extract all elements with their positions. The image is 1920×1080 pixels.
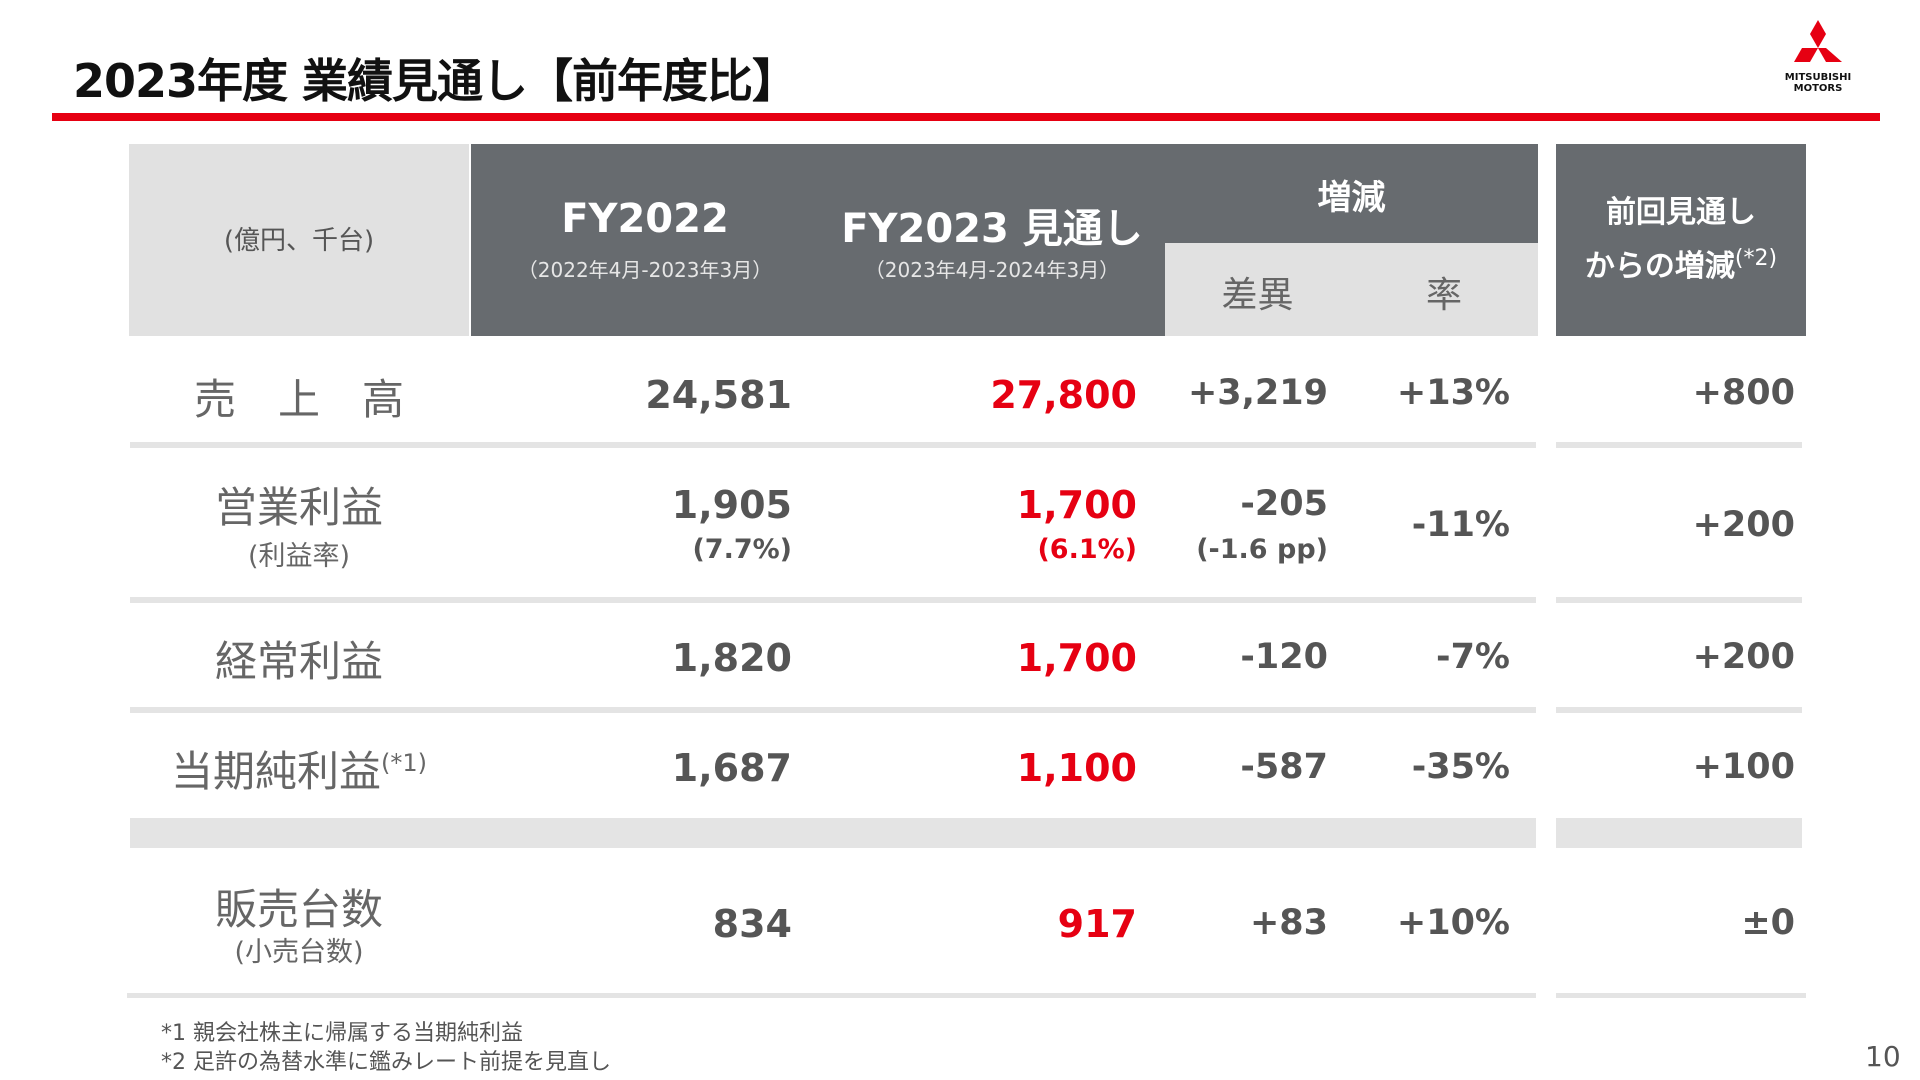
units-rate: +10% <box>1396 903 1510 943</box>
units-diff: +83 <box>1249 903 1328 943</box>
prev-header-line2: からの増減(*2) <box>1556 236 1806 290</box>
net-fy2023: 1,100 <box>1016 746 1137 790</box>
sales-diff: +3,219 <box>1187 373 1328 413</box>
footnote-2: *2 足許の為替水準に鑑みレート前提を見直し <box>161 1050 611 1075</box>
units-fy2023: 917 <box>1057 902 1137 946</box>
row-label-net-income: 当期純利益(*1) <box>129 738 469 799</box>
three-diamonds-logo-icon <box>1794 20 1842 62</box>
prev-header-line1: 前回見通し <box>1606 195 1756 230</box>
row-separator <box>130 707 1536 713</box>
ordinary-prev: +200 <box>1692 637 1795 677</box>
row-separator <box>130 442 1536 448</box>
logo-text-line1: MITSUBISHI <box>1784 72 1852 83</box>
net-rate: -35% <box>1411 747 1510 787</box>
fy2023-period: （2023年4月-2024年3月） <box>864 258 1120 282</box>
fy2022-header: FY2022 <box>561 196 729 242</box>
header-prev-band <box>1556 144 1806 336</box>
op-margin-fy2023: (6.1%) <box>1037 534 1137 565</box>
op-diff: -205 <box>1240 484 1328 524</box>
section-divider-band <box>130 818 1536 848</box>
row-separator <box>1556 597 1802 603</box>
row-separator <box>130 597 1536 603</box>
sales-fy2022: 24,581 <box>645 373 792 417</box>
title-underline <box>52 113 1880 121</box>
op-prev: +200 <box>1692 505 1795 545</box>
prev-header-note: (*2) <box>1734 246 1778 271</box>
row-separator <box>127 993 1536 998</box>
ordinary-fy2022: 1,820 <box>671 636 792 680</box>
units-prev: ±0 <box>1741 903 1795 943</box>
section-divider-band <box>1556 818 1802 848</box>
change-header: 増減 <box>1317 178 1386 218</box>
page-number: 10 <box>1865 1040 1901 1073</box>
op-margin-fy2022: (7.7%) <box>692 534 792 565</box>
logo-text-line2: MOTORS <box>1793 83 1843 94</box>
mitsubishi-logo: MITSUBISHI MOTORS <box>1778 18 1858 98</box>
prev-forecast-header: 前回見通し からの増減(*2) <box>1556 190 1806 290</box>
row-separator <box>1556 993 1806 998</box>
row-label-sales: 売 上 高 <box>193 375 404 424</box>
net-income-note: (*1) <box>381 749 427 777</box>
unit-label: (億円、千台) <box>223 226 375 256</box>
op-fy2022: 1,905 <box>671 483 792 527</box>
ordinary-rate: -7% <box>1436 637 1510 677</box>
op-rate: -11% <box>1411 505 1510 545</box>
rate-subheader: 率 <box>1425 275 1462 316</box>
op-margin-diff: (-1.6 pp) <box>1196 534 1328 565</box>
sales-prev: +800 <box>1692 373 1795 413</box>
row-sublabel-margin: (利益率) <box>247 541 351 572</box>
sales-fy2023: 27,800 <box>990 373 1137 417</box>
net-prev: +100 <box>1692 747 1795 787</box>
diff-subheader: 差異 <box>1221 275 1294 316</box>
row-separator <box>1556 707 1802 713</box>
net-fy2022: 1,687 <box>671 746 792 790</box>
header-unit-cell <box>129 144 469 336</box>
row-sublabel-retail: (小売台数) <box>234 937 364 968</box>
page-title: 2023年度 業績見通し【前年度比】 <box>73 54 798 108</box>
sales-rate: +13% <box>1396 373 1510 413</box>
row-label-sales-units: 販売台数 <box>214 885 383 934</box>
fy2022-period: （2022年4月-2023年3月） <box>517 258 773 282</box>
op-fy2023: 1,700 <box>1016 483 1137 527</box>
net-diff: -587 <box>1240 747 1328 787</box>
row-label-operating-profit: 営業利益 <box>214 483 383 532</box>
row-label-ordinary-profit: 経常利益 <box>214 637 383 686</box>
ordinary-fy2023: 1,700 <box>1016 636 1137 680</box>
units-fy2022: 834 <box>712 902 792 946</box>
ordinary-diff: -120 <box>1240 637 1328 677</box>
footnote-1: *1 親会社株主に帰属する当期純利益 <box>161 1021 523 1046</box>
net-income-label-text: 当期純利益 <box>170 747 381 796</box>
row-separator <box>1556 442 1802 448</box>
header-change-subband <box>1165 243 1538 336</box>
fy2023-header: FY2023 見通し <box>841 206 1143 252</box>
prev-header-line2-text: からの増減 <box>1584 249 1735 284</box>
